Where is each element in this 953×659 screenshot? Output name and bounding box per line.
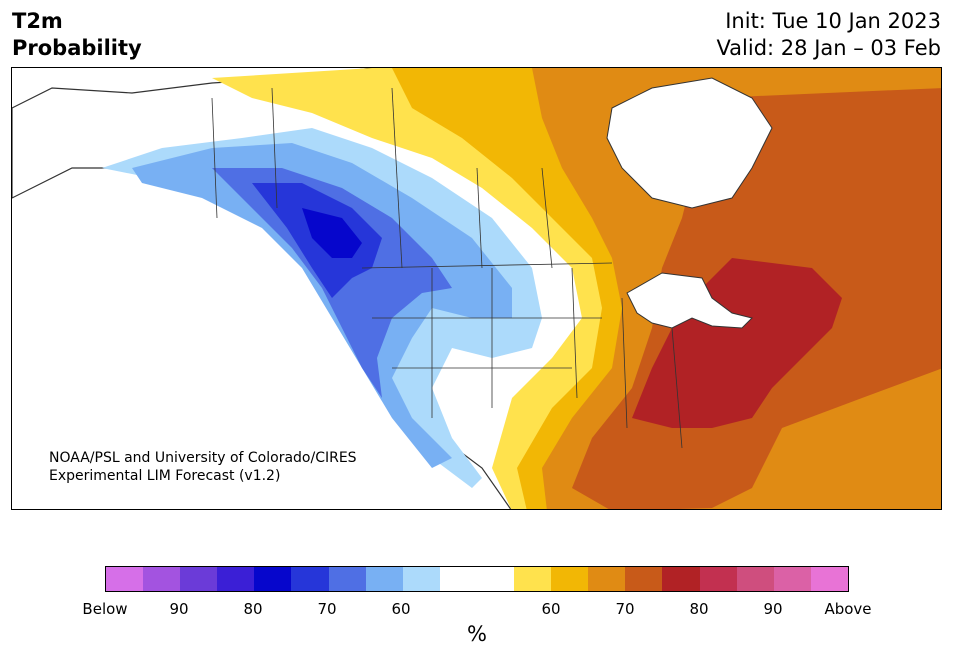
product-label: Probability (12, 36, 142, 60)
colorbar-tick-label: Above (824, 600, 872, 618)
colorbar-cell (699, 567, 737, 591)
cold-65-region (132, 143, 512, 468)
colorbar-tick-label: 90 (763, 600, 783, 618)
credit-line-1: NOAA/PSL and University of Colorado/CIRE… (49, 450, 357, 466)
colorbar-tick-label: 90 (169, 600, 189, 618)
colorbar-unit: % (467, 622, 487, 646)
warm-80-region (632, 258, 842, 428)
colorbar-tick-label: 60 (541, 600, 561, 618)
colorbar-cell (106, 567, 144, 591)
colorbar-cell (773, 567, 811, 591)
colorbar (105, 566, 849, 592)
colorbar-cell (625, 567, 663, 591)
colorbar-cell (365, 567, 403, 591)
forecast-map (11, 67, 942, 510)
credit-text: NOAA/PSL and University of Colorado/CIRE… (49, 449, 357, 485)
colorbar-cell (476, 567, 515, 591)
colorbar-cell (514, 567, 552, 591)
great-lakes (626, 272, 753, 329)
map-title: T2m Probability (12, 8, 142, 62)
colorbar-cell (810, 567, 848, 591)
map-svg (12, 68, 941, 509)
credit-line-2: Experimental LIM Forecast (v1.2) (49, 468, 281, 484)
init-date: Init: Tue 10 Jan 2023 (725, 9, 941, 33)
colorbar-cell (662, 567, 700, 591)
colorbar-cell (291, 567, 329, 591)
colorbar-cell (588, 567, 626, 591)
cold-80-region (302, 208, 362, 258)
colorbar-tick-label: 80 (689, 600, 709, 618)
colorbar-cell (180, 567, 218, 591)
colorbar-cell (328, 567, 366, 591)
colorbar-tick-label: 70 (615, 600, 635, 618)
political-borders (211, 87, 683, 449)
colorbar-tick-label: 70 (317, 600, 337, 618)
valid-range: Valid: 28 Jan – 03 Feb (716, 36, 941, 60)
colorbar-cell (217, 567, 255, 591)
forecast-dates: Init: Tue 10 Jan 2023 Valid: 28 Jan – 03… (716, 8, 941, 62)
colorbar-cell (254, 567, 292, 591)
hudson-bay (606, 77, 773, 209)
colorbar-cell (143, 567, 181, 591)
colorbar-tick-label: 80 (243, 600, 263, 618)
colorbar-cell (736, 567, 774, 591)
colorbar-tick-label: 60 (391, 600, 411, 618)
colorbar-cell (439, 567, 477, 591)
variable-label: T2m (12, 9, 63, 33)
colorbar-cell (402, 567, 440, 591)
colorbar-cell (551, 567, 589, 591)
colorbar-tick-label: Below (82, 600, 128, 618)
